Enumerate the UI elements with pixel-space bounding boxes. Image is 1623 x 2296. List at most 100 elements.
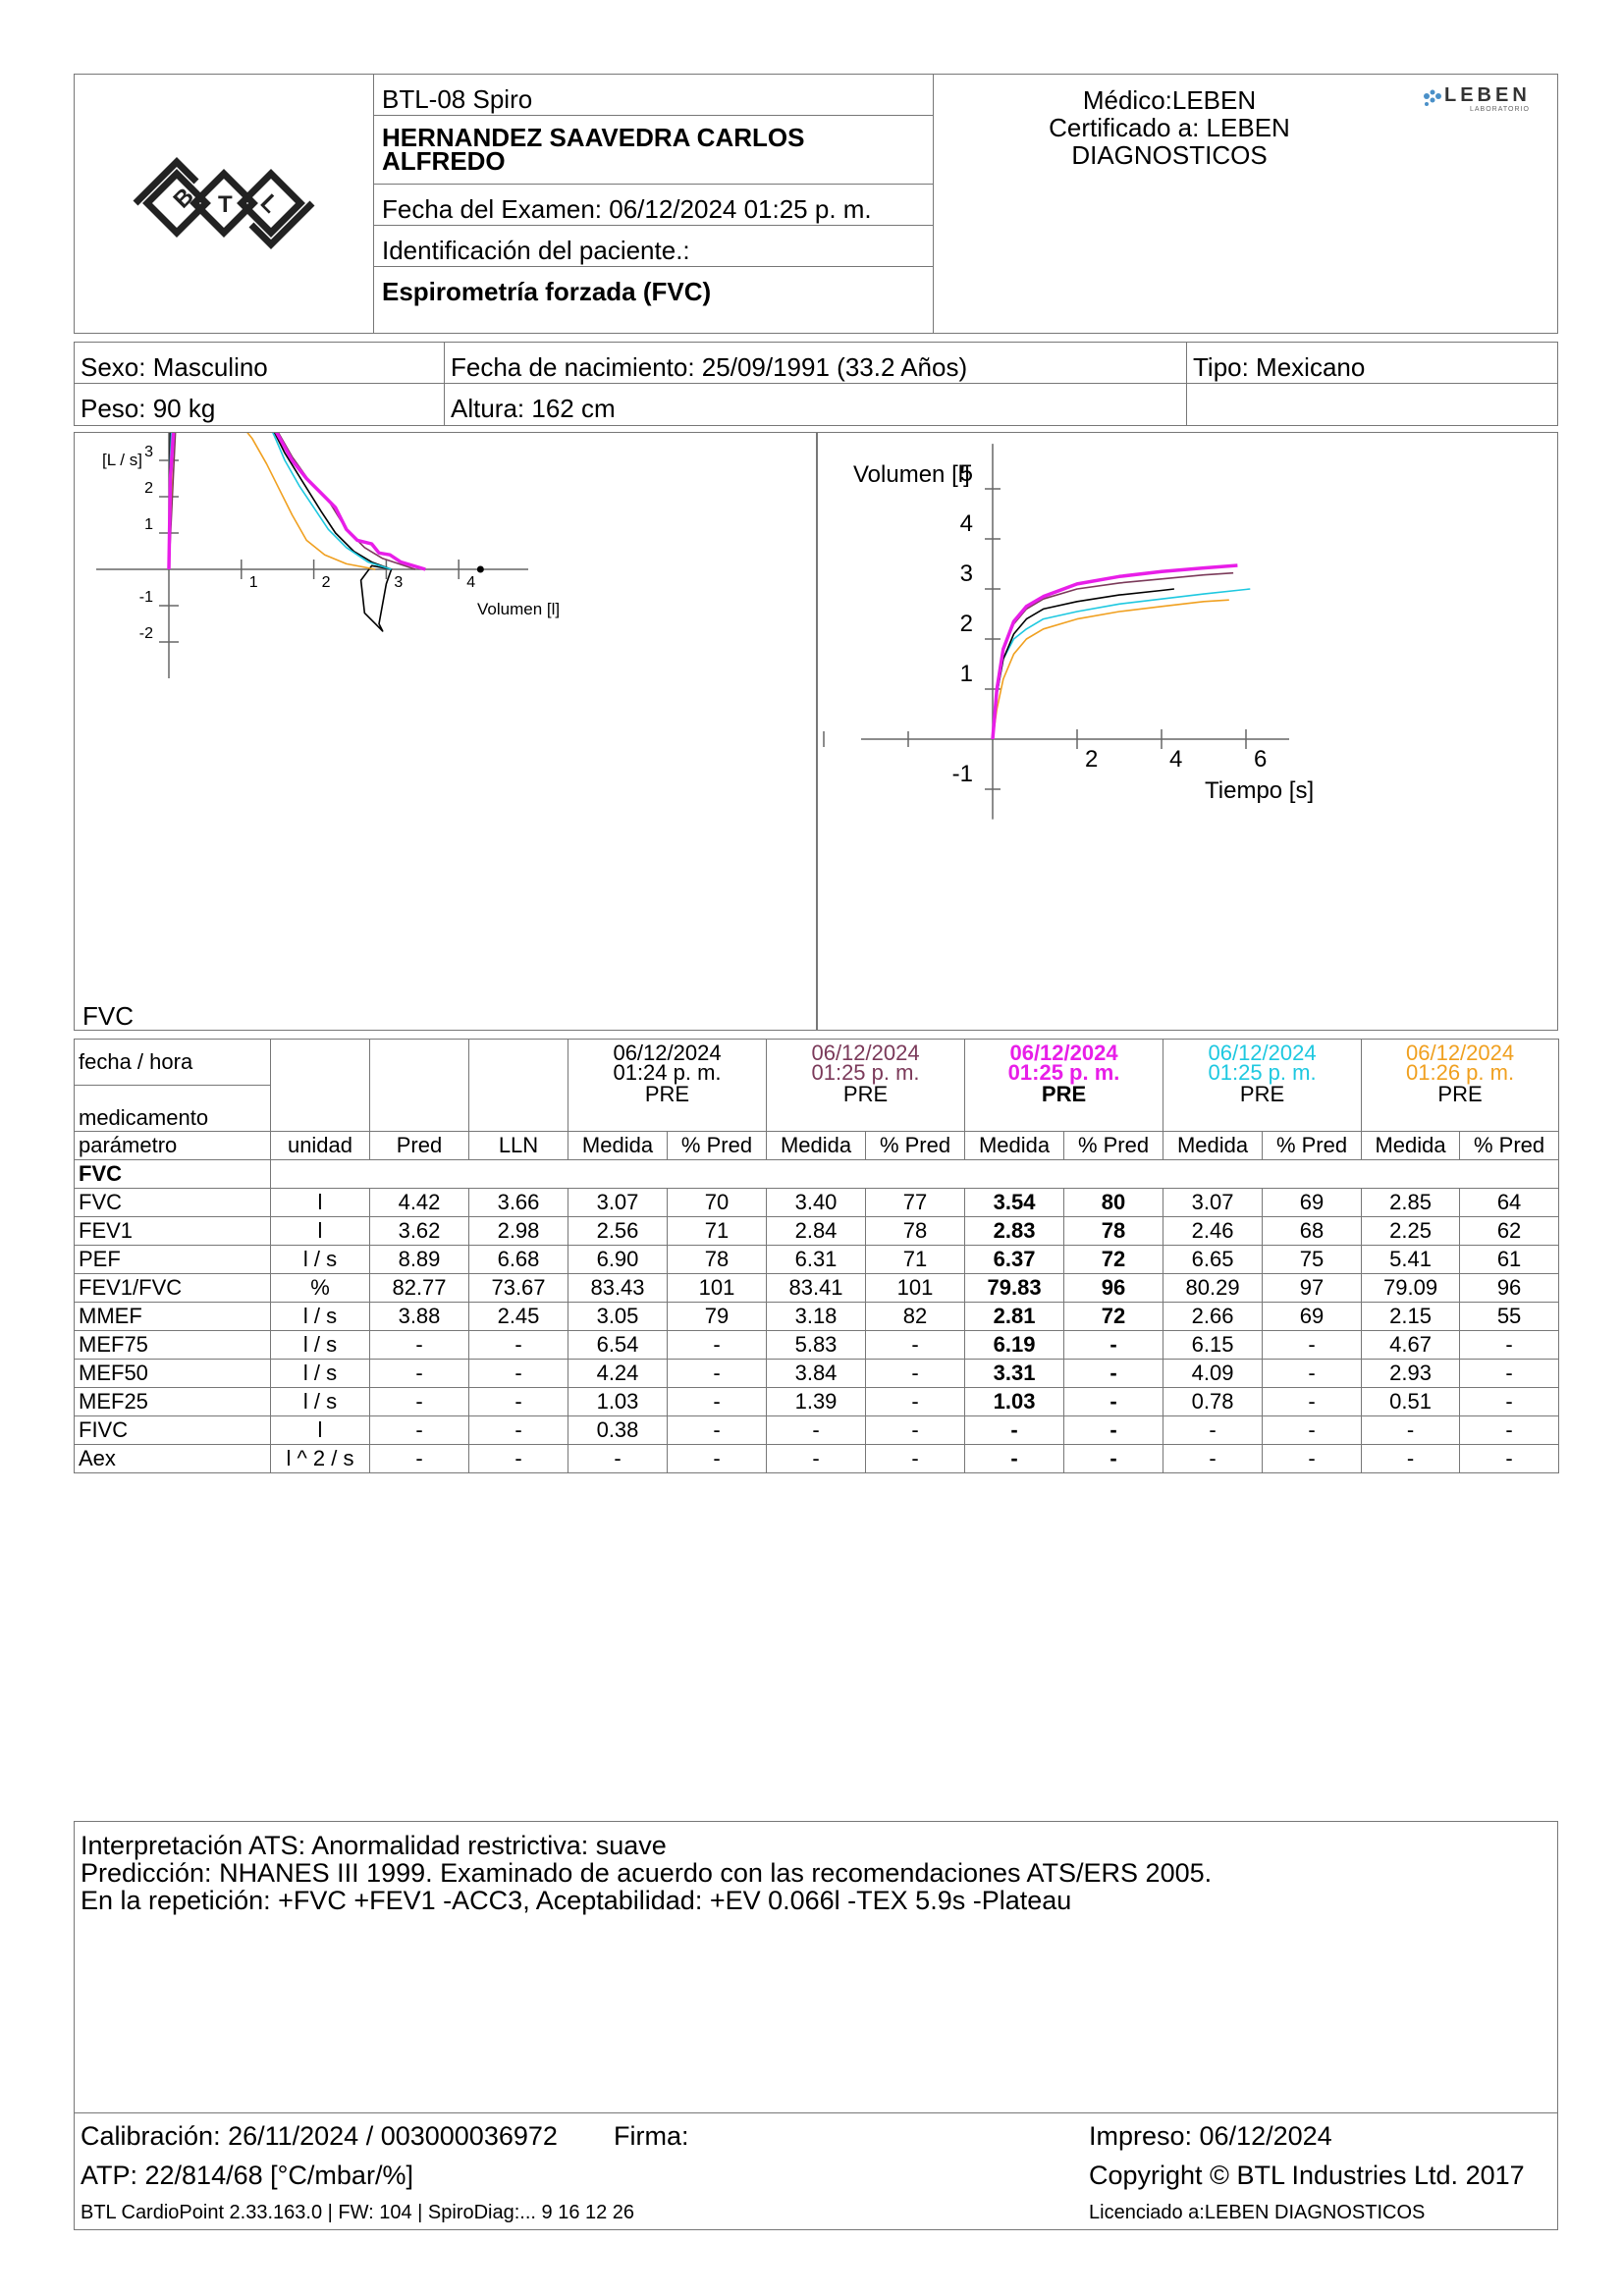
pct-pred-value: 78 [1063,1216,1164,1246]
trial-med: PRE [644,1082,690,1106]
measured-value: - [1361,1444,1461,1473]
measured-value: 3.07 [568,1188,668,1217]
param-name: MEF50 [74,1359,271,1388]
certified-to: Certificado a: LEBEN [1049,113,1290,142]
patient-sex: Sexo: Masculino [75,343,445,384]
pct-pred-value: - [1063,1444,1164,1473]
patient-birth: Fecha de nacimiento: 25/09/1991 (33.2 Añ… [445,343,1187,384]
trial-med: PRE [842,1082,889,1106]
header-info: BTL-08 Spiro HERNANDEZ SAAVEDRA CARLOS A… [374,75,934,333]
leben-logo: LEBEN LABORATORIO [1417,84,1548,118]
pct-pred-value: 78 [666,1245,768,1274]
measured-value: 3.84 [766,1359,867,1388]
fv-end-marker [476,565,484,573]
param-lln: - [468,1444,568,1473]
pct-pred-value: - [1459,1387,1560,1416]
param-unit: l [270,1188,370,1217]
measured-value: 6.37 [964,1245,1065,1274]
table-row: FVC l 4.42 3.66 3.07 70 3.40 77 3.54 80 3.07 69 2.85… [74,1188,1560,1217]
trial-header-4: 06/12/2024 01:25 p. m. PRE [1163,1039,1363,1132]
exam-date: Fecha del Examen: 06/12/2024 01:25 p. m. [374,185,933,226]
trial-date: 06/12/2024 [1208,1041,1317,1065]
trial-med: PRE [1437,1082,1483,1106]
param-name: MMEF [74,1302,271,1331]
trial-header-3: 06/12/2024 01:25 p. m. PRE [964,1039,1164,1132]
pct-pred-value: 77 [865,1188,966,1217]
param-name: PEF [74,1245,271,1274]
pct-pred-value: - [1459,1444,1560,1473]
leben-logo-text: LEBEN [1444,84,1531,106]
param-unit: l ^ 2 / s [270,1444,370,1473]
measured-value: 1.03 [964,1387,1065,1416]
measured-value: 2.46 [1163,1216,1264,1246]
param-pred: - [369,1387,469,1416]
pct-pred-value: 96 [1459,1273,1560,1303]
measured-value: 2.56 [568,1216,668,1246]
trial-date: 06/12/2024 [613,1041,722,1065]
param-name: FEV1/FVC [74,1273,271,1303]
param-name: FIVC [74,1415,271,1445]
param-name: Aex [74,1444,271,1473]
trial-header-5: 06/12/2024 01:26 p. m. PRE [1361,1039,1560,1132]
vt-curve-trial1 [992,588,1174,740]
pct-pred-value: - [1063,1415,1164,1445]
pct-pred-value: 61 [1459,1245,1560,1274]
report-header: B T L BTL-08 Spiro HERNANDEZ SAAVEDRA CA… [74,74,1558,334]
param-lln: - [468,1387,568,1416]
header-pct-pred: % Pred [865,1131,966,1160]
param-pred: - [369,1330,469,1360]
fv-curve-trial5 [168,433,376,570]
printed-date: Impreso: 06/12/2024 [1089,2121,1332,2151]
section-fvc-blank [269,1159,1560,1189]
pct-pred-value: - [865,1444,966,1473]
param-pred: 82.77 [369,1273,469,1303]
doctor-name: Médico:LEBEN [1082,85,1257,115]
pct-pred-value: - [666,1387,768,1416]
param-name: MEF75 [74,1330,271,1360]
header-unidad: unidad [270,1131,370,1160]
copyright: Copyright © BTL Industries Ltd. 2017 [1089,2161,1525,2190]
software-version: BTL CardioPoint 2.33.163.0 | FW: 104 | S… [81,2202,635,2223]
measured-value: 4.67 [1361,1330,1461,1360]
measured-value: 2.15 [1361,1302,1461,1331]
patient-empty-cell [1187,384,1557,425]
fv-y-tick-label: -2 [139,625,153,642]
param-unit: % [270,1273,370,1303]
measured-value: 2.81 [964,1302,1065,1331]
pct-pred-value: 101 [865,1273,966,1303]
blank-unit [270,1039,370,1132]
measured-value: 3.31 [964,1359,1065,1388]
pct-pred-value: 71 [865,1245,966,1274]
pct-pred-value: 69 [1262,1302,1363,1331]
doctor-block: Médico:LEBEN Certificado a: LEBEN DIAGNO… [934,86,1405,169]
pct-pred-value: - [1063,1387,1164,1416]
measured-value: - [1361,1415,1461,1445]
param-pred: 4.42 [369,1188,469,1217]
pct-pred-value: - [666,1444,768,1473]
pct-pred-value: 80 [1063,1188,1164,1217]
leben-logo-sub: LABORATORIO [1470,106,1530,113]
calibration: Calibración: 26/11/2024 / 003000036972 [81,2121,558,2151]
header-pred: Pred [369,1131,469,1160]
vt-x-label: Tiempo [s] [1205,777,1314,804]
interpretation-ats: Interpretación ATS: Anormalidad restrict… [81,1831,667,1860]
measured-value: 0.51 [1361,1387,1461,1416]
vt-curve-trial5 [992,599,1229,740]
measured-value: 1.39 [766,1387,867,1416]
measured-value: 0.78 [1163,1387,1264,1416]
param-lln: 3.66 [468,1188,568,1217]
measured-value: 2.25 [1361,1216,1461,1246]
param-lln: - [468,1415,568,1445]
param-unit: l / s [270,1245,370,1274]
vt-y-tick-label: 5 [960,460,973,487]
measured-value: 79.09 [1361,1273,1461,1303]
measured-value: 2.66 [1163,1302,1264,1331]
param-unit: l [270,1415,370,1445]
param-lln: 73.67 [468,1273,568,1303]
pct-pred-value: - [1063,1330,1164,1360]
param-name: FVC [74,1188,271,1217]
row-column-headers: parámetro unidad Pred LLN Medida% Pred Medida… [74,1131,1560,1160]
fv-curve-trial2 [168,433,416,570]
param-unit: l / s [270,1302,370,1331]
pct-pred-value: - [1262,1330,1363,1360]
